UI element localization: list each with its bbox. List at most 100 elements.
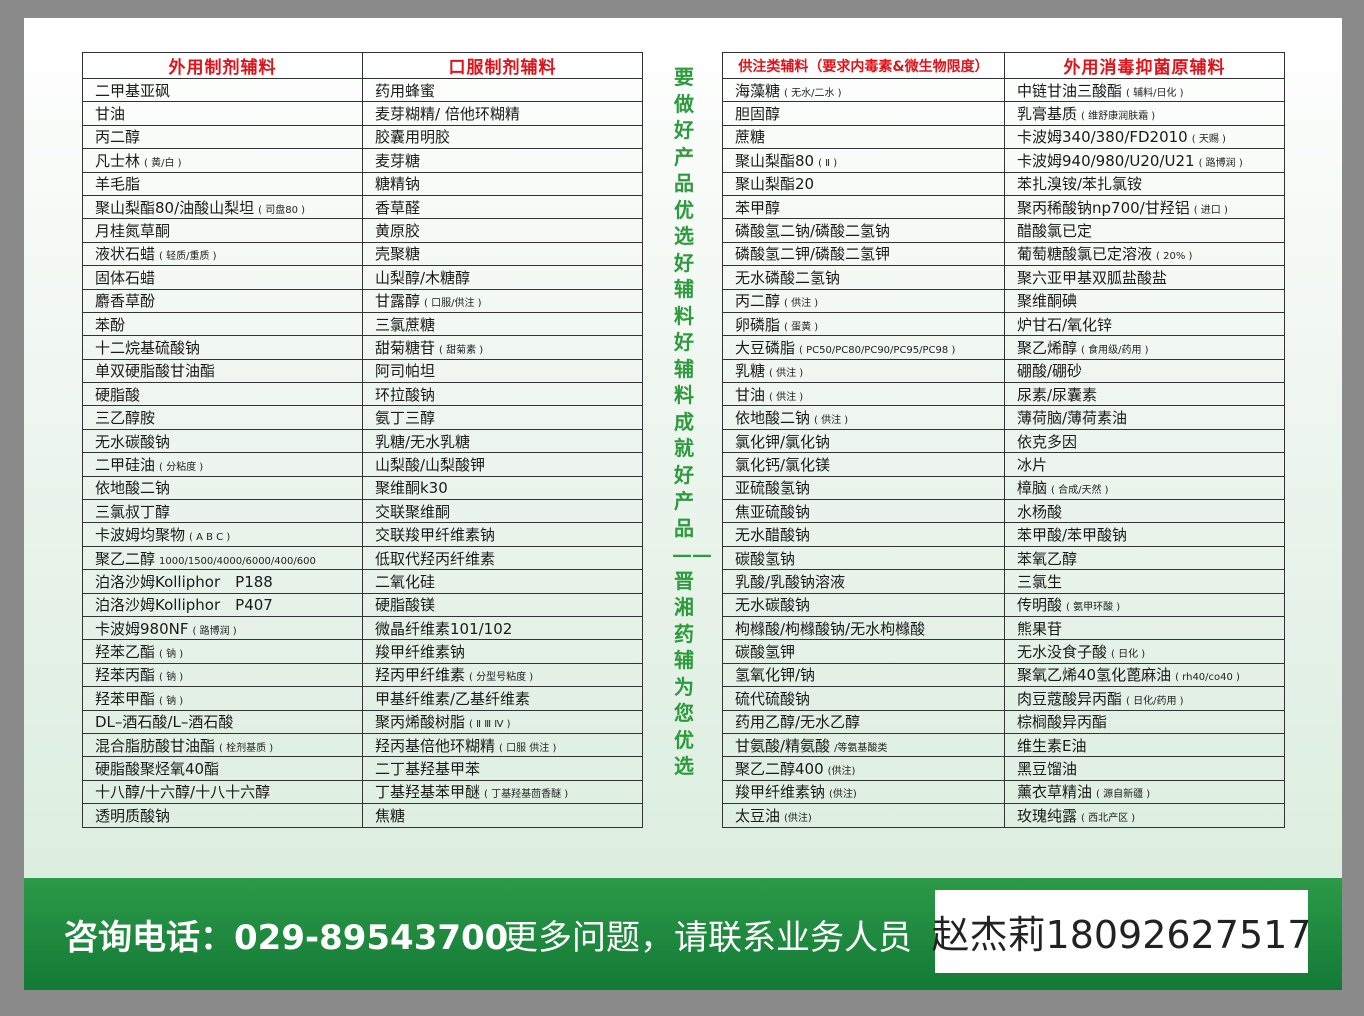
excipient-name: 聚氧乙烯40氢化蓖麻油: [1017, 666, 1172, 685]
excipient-name: 三乙醇胺: [95, 409, 156, 428]
excipient-name: 聚乙二醇400: [735, 760, 824, 779]
table-cell: 薰衣草精油( 源自新疆 ): [1004, 779, 1285, 805]
table-cell: 无水磷酸二氢钠: [722, 265, 1005, 290]
table-cell: 聚六亚甲基双胍盐酸盐: [1004, 265, 1285, 290]
table-cell: 聚丙稀酸钠np700/甘羟铝( 进口 ): [1004, 194, 1285, 220]
excipient-name: 二甲硅油: [95, 455, 156, 474]
table-cell: 乳糖( 供注 ): [722, 358, 1005, 384]
table-cell: 单双硬脂酸甘油酯: [82, 358, 363, 384]
table-row: DL–酒石酸/L–酒石酸 聚丙烯酸树脂( Ⅱ Ⅲ Ⅳ ): [82, 709, 643, 734]
excipient-name: 十二烷基硫酸钠: [95, 338, 201, 357]
table-cell: 糖精钠: [362, 171, 643, 196]
table-cell: 氢氧化钾/钠: [722, 662, 1005, 688]
excipient-name: 香草醛: [375, 198, 421, 217]
excipient-name: 环拉酸钠: [375, 385, 436, 404]
table-cell: 阿司帕坦: [362, 358, 643, 384]
table-cell: 聚维酮碘: [1004, 288, 1285, 313]
excipient-note: ( 西北产区 ): [1081, 812, 1136, 824]
table-cell: 硼酸/硼砂: [1004, 358, 1285, 384]
excipient-name: 苯扎溴铵/苯扎氯铵: [1017, 175, 1143, 194]
table-cell: 醋酸氯已定: [1004, 218, 1285, 243]
excipient-name: 糖精钠: [375, 175, 421, 194]
table-row: 十八醇/十六醇/十八十六醇 丁基羟基苯甲醚( 丁基羟基茴香醚 ): [82, 779, 643, 805]
excipient-name: 羟丙基倍他环糊精: [375, 736, 496, 755]
table-cell: 乳酸/乳酸钠溶液: [722, 569, 1005, 594]
table-cell: 肉豆蔻酸异丙酯( 日化/药用 ): [1004, 686, 1285, 711]
table-cell: 泊洛沙姆Kolliphor P407: [82, 592, 363, 617]
excipient-name: 硬脂酸聚烃氧40酯: [95, 760, 220, 779]
excipient-name: 羟丙甲纤维素: [375, 666, 466, 685]
table-cell: 甘油( 供注 ): [722, 382, 1005, 407]
table-row: 单双硬脂酸甘油酯 阿司帕坦: [82, 358, 643, 384]
table-row: 羟苯甲酯( 钠 ) 甲基纤维素/乙基纤维素: [82, 686, 643, 711]
table-cell: 硬脂酸镁: [362, 592, 643, 617]
table-row: 泊洛沙姆Kolliphor P407 硬脂酸镁: [82, 592, 643, 617]
excipient-name: 无水没食子酸: [1017, 643, 1108, 662]
table-row: 聚乙二醇 1000/1500/4000/6000/400/600 低取代羟丙纤维素: [82, 545, 643, 571]
excipient-name: 山梨醇/木糖醇: [375, 268, 471, 287]
excipient-name: 卡波姆均聚物: [95, 526, 186, 545]
excipient-note: ( 氨甲环酸 ): [1066, 602, 1121, 614]
table-cell: 聚氧乙烯40氢化蓖麻油( rh40/co40 ): [1004, 662, 1285, 688]
table-cell: 蔗糖: [722, 124, 1005, 150]
table-row: 羊毛脂 糖精钠: [82, 171, 643, 196]
table-cell: 三氯叔丁醇: [82, 499, 363, 524]
excipient-name: 二甲基亚砜: [95, 81, 171, 100]
sales-contact: 赵杰莉18092627517: [932, 890, 1311, 973]
excipient-note: ( 钠 ): [159, 649, 184, 661]
excipient-name: 焦糖: [375, 806, 406, 825]
table-cell: 甘氨酸/精氨酸/等氨基酸类: [722, 732, 1005, 758]
table-cell: 冰片: [1004, 452, 1285, 477]
table-row: 聚山梨酯80/油酸山梨坦( 司盘80 ) 香草醛: [82, 194, 643, 220]
table-cell: 硬脂酸: [82, 382, 363, 407]
table-cell: 乳膏基质( 维舒康润肤霜 ): [1004, 101, 1285, 126]
excipient-name: 氢氧化钾/钠: [735, 666, 816, 685]
table-cell: 交联羧甲纤维素钠: [362, 522, 643, 547]
table-cell: 山梨醇/木糖醇: [362, 265, 643, 290]
table-cell: 黄原胶: [362, 218, 643, 243]
table-cell: 聚山梨酯20: [722, 171, 1005, 196]
table-cell: 卵磷脂( 蛋黄 ): [722, 311, 1005, 337]
excipient-name: 玫瑰纯露: [1017, 806, 1078, 825]
excipient-name: 枸橼酸/枸橼酸钠/无水枸橼酸: [735, 619, 926, 638]
excipient-name: 壳聚糖: [375, 245, 421, 264]
table-row: 卡波姆均聚物( A B C ) 交联羧甲纤维素钠: [82, 522, 643, 547]
excipient-note: ( 天赐 ): [1191, 134, 1226, 146]
excipient-name: 三氯蔗糖: [375, 315, 436, 334]
excipient-name: 黑豆馏油: [1017, 760, 1078, 779]
excipient-name: 醋酸氯已定: [1017, 222, 1093, 241]
excipient-name: 低取代羟丙纤维素: [375, 549, 496, 568]
excipient-name: 黄原胶: [375, 222, 421, 241]
oral-topical-excipients-table: 外用制剂辅料 口服制剂辅料 二甲基亚砜 药用蜂蜜 甘油 麦芽糊精/ 倍他环糊精 丙二醇 胶…: [82, 52, 643, 828]
table-row: 苯酚 三氯蔗糖: [82, 311, 643, 337]
excipient-name: 无水碳酸钠: [95, 432, 171, 451]
excipient-note: ( 供注 ): [814, 415, 849, 427]
excipient-name: 羟苯甲酯: [95, 689, 156, 708]
table-cell: 炉甘石/氧化锌: [1004, 311, 1285, 337]
table-cell: 泊洛沙姆Kolliphor P188: [82, 569, 363, 594]
table-cell: 胆固醇: [722, 101, 1005, 126]
excipient-name: 依地酸二钠: [735, 409, 811, 428]
table-row: 卵磷脂( 蛋黄 ) 炉甘石/氧化锌: [722, 311, 1285, 337]
table-cell: 麦芽糊精/ 倍他环糊精: [362, 101, 643, 126]
consult-phone: 咨询电话：029-89543700: [64, 918, 509, 958]
excipient-name: 传明酸: [1017, 596, 1063, 615]
table-cell: 苯扎溴铵/苯扎氯铵: [1004, 171, 1285, 196]
excipient-note: ( A B C ): [189, 532, 231, 544]
excipient-note: ( 源自新疆 ): [1096, 789, 1151, 801]
excipient-note: ( 黄/白 ): [144, 157, 182, 169]
excipient-name: 甜菊糖苷: [375, 338, 436, 357]
table-cell: 玫瑰纯露( 西北产区 ): [1004, 803, 1285, 828]
table-cell: 葡萄糖酸氯已定溶液( 20% ): [1004, 241, 1285, 267]
table-row: 硬脂酸聚烃氧40酯 二丁基羟基甲苯: [82, 756, 643, 781]
excipient-note: ( 轻质/重质 ): [159, 251, 217, 263]
table-row: 十二烷基硫酸钠 甜菊糖苷( 甜菊素 ): [82, 335, 643, 360]
excipient-name: 聚丙烯酸树脂: [375, 713, 466, 732]
vertical-slogan: 要做好产品优选好辅料 好辅料成就好产品——晋湘药辅为您优选: [672, 65, 714, 778]
table-cell: 薄荷脑/薄荷素油: [1004, 405, 1285, 430]
table-cell: 碳酸氢钾: [722, 639, 1005, 664]
table-cell: 维生素E油: [1004, 732, 1285, 758]
table-cell: 苯甲酸/苯甲酸钠: [1004, 522, 1285, 547]
table-row: 枸橼酸/枸橼酸钠/无水枸橼酸 熊果苷: [722, 615, 1285, 641]
excipient-name: 聚六亚甲基双胍盐酸盐: [1017, 268, 1168, 287]
